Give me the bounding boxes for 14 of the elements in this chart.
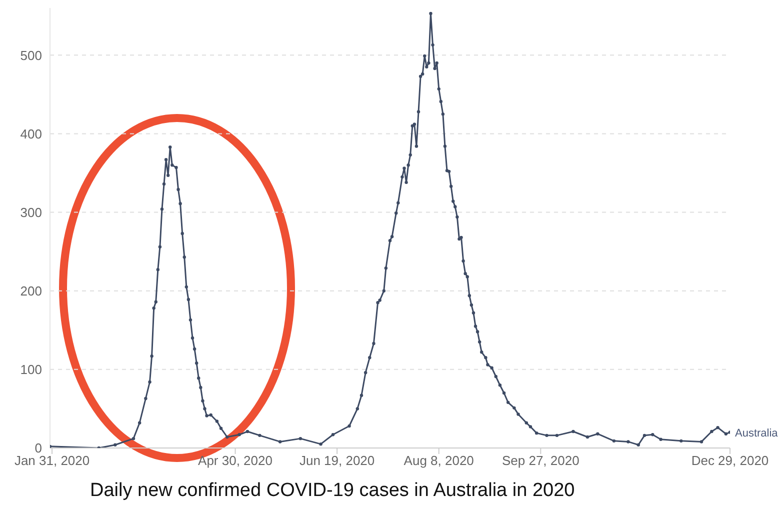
series-label: Australia bbox=[735, 427, 779, 440]
x-tick-label: Aug 8, 2020 bbox=[404, 453, 474, 468]
text: Daily new confirmed COVID-19 cases in Australia in 2020 bbox=[90, 480, 576, 502]
y-tick-label: 200 bbox=[20, 283, 42, 298]
x-tick-label: Jan 31, 2020 bbox=[14, 453, 90, 468]
x-tick-label: Dec 29, 2020 bbox=[691, 453, 769, 468]
x-tick-label: Sep 27, 2020 bbox=[502, 453, 580, 468]
y-tick-label: 100 bbox=[20, 362, 42, 378]
x-tick-label: Apr 30, 2020 bbox=[198, 453, 272, 468]
y-tick-label: 0 bbox=[34, 440, 42, 456]
y-tick-label: 500 bbox=[20, 48, 42, 63]
y-tick-label: 300 bbox=[20, 204, 42, 220]
y-tick-label: 400 bbox=[20, 126, 42, 142]
x-tick-label: Jun 19, 2020 bbox=[299, 453, 375, 468]
